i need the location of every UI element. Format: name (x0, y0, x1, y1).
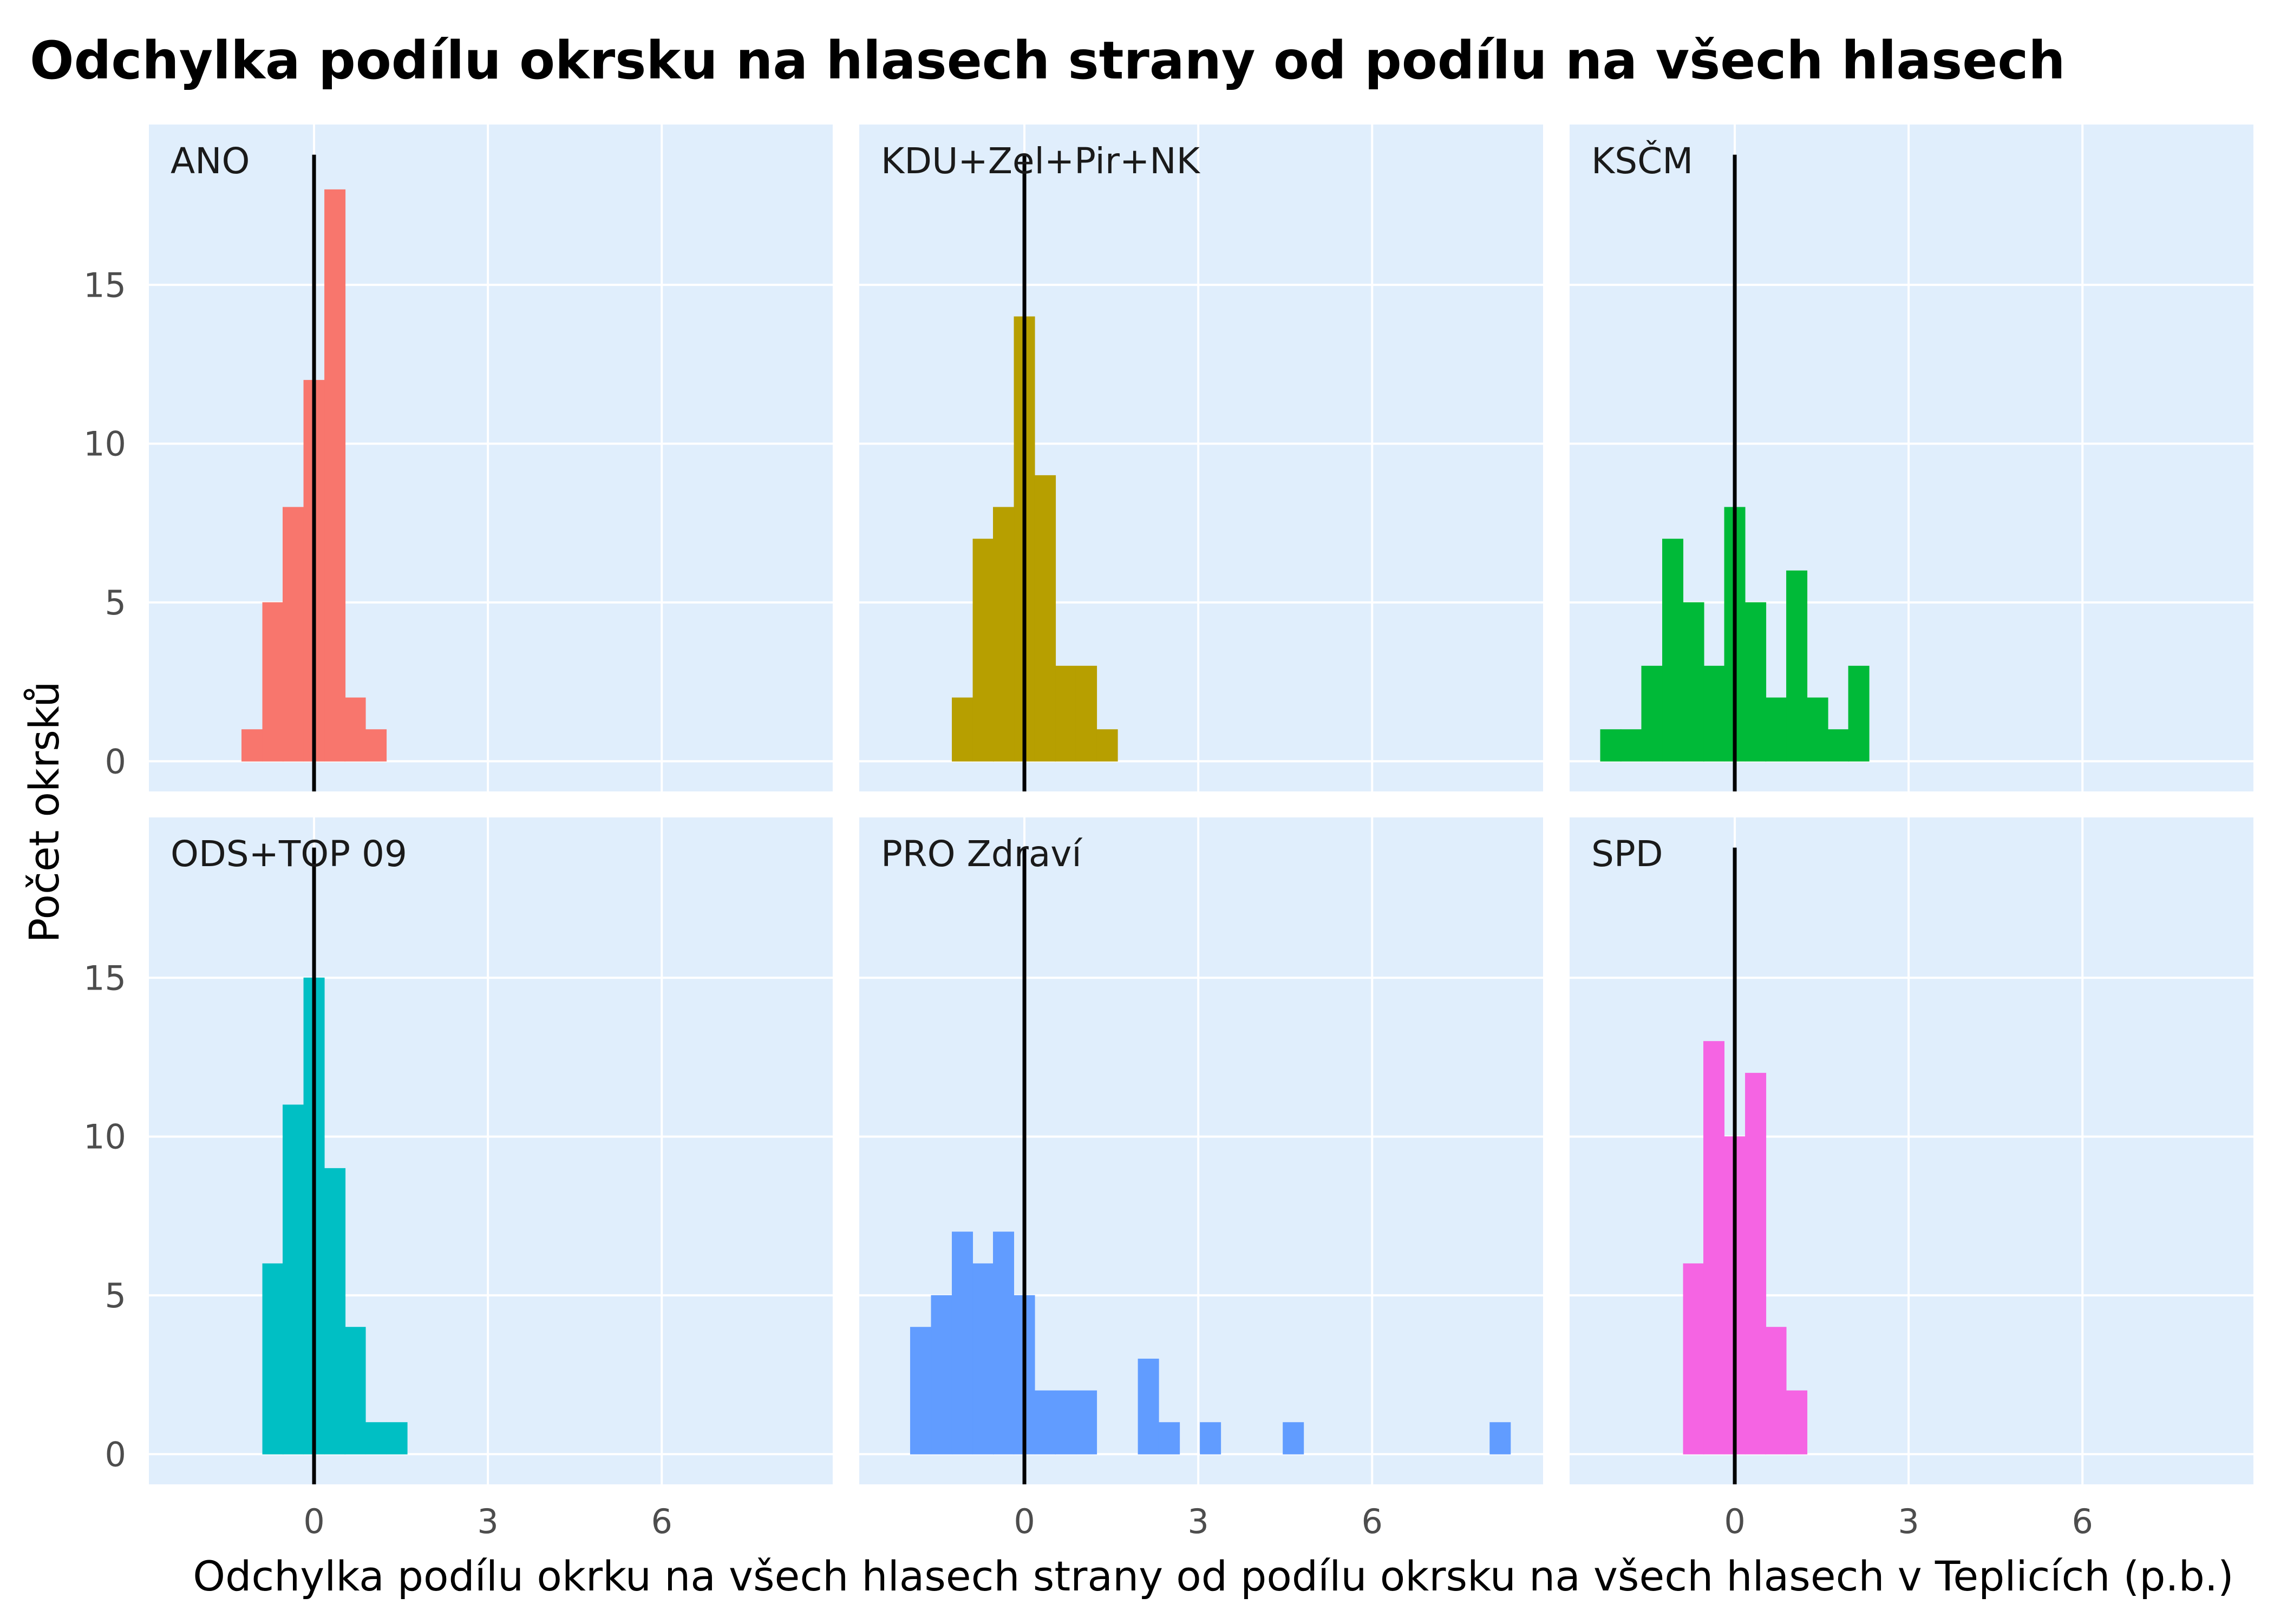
histogram-bar (324, 1168, 346, 1455)
histogram-bar (931, 1295, 952, 1455)
histogram-bar (1683, 602, 1704, 762)
facet-label: SPD (1591, 833, 1663, 875)
histogram-bar (1620, 729, 1642, 762)
histogram-bar (1076, 665, 1097, 762)
x-tick-label: 6 (2072, 1502, 2093, 1541)
panel-background (149, 817, 833, 1484)
histogram-bar (1641, 665, 1663, 762)
panel-background (1570, 817, 2253, 1484)
histogram-bar (993, 507, 1015, 762)
y-tick-label: 5 (105, 1276, 126, 1315)
histogram-bar (1765, 697, 1787, 762)
x-axis-ticks: 0 3 6 0 3 6 0 3 6 (303, 1502, 2093, 1541)
facet-panel-pro-zdrav: PRO Zdraví (859, 817, 1543, 1484)
facet-panel-spd: SPD (1570, 817, 2253, 1484)
histogram-bar (1200, 1422, 1221, 1455)
histogram-bar (1055, 665, 1076, 762)
x-tick-label: 0 (1724, 1502, 1745, 1541)
histogram-bar (241, 729, 263, 762)
histogram-bar (1159, 1422, 1180, 1455)
y-tick-label: 0 (105, 742, 126, 781)
facet-panel-ods-top-09: ODS+TOP 09 (149, 817, 833, 1484)
facet-label: KSČM (1591, 140, 1693, 182)
histogram-bar (283, 507, 304, 762)
histogram-bar (1600, 729, 1622, 762)
y-tick-label: 15 (83, 265, 126, 305)
histogram-bar (344, 697, 366, 762)
histogram-bar (1786, 570, 1808, 762)
y-tick-label: 15 (83, 958, 126, 998)
y-tick-label: 5 (105, 583, 126, 623)
histogram-bar (1662, 539, 1684, 762)
histogram-bar (1283, 1422, 1304, 1455)
x-tick-label: 0 (1014, 1502, 1035, 1541)
y-tick-label: 0 (105, 1435, 126, 1474)
facet-panel-ks-m: KSČM (1570, 125, 2253, 791)
x-tick-label: 3 (1187, 1502, 1208, 1541)
x-tick-label: 6 (651, 1502, 672, 1541)
histogram-bar (324, 189, 346, 762)
histogram-bar (952, 1232, 973, 1455)
facet-label: ODS+TOP 09 (171, 833, 407, 875)
histogram-bar (972, 539, 994, 762)
y-axis-title: Počet okrsků (20, 681, 68, 942)
histogram-bar (1848, 665, 1870, 762)
histogram-bar (910, 1327, 931, 1455)
histogram-bar (386, 1422, 408, 1455)
histogram-bar (1055, 1390, 1076, 1455)
histogram-bar (262, 1263, 284, 1455)
histogram-bar (993, 1232, 1015, 1455)
y-tick-label: 10 (83, 424, 126, 464)
panel-background (859, 125, 1543, 791)
histogram-bar (1076, 1390, 1097, 1455)
histogram-bar (1138, 1358, 1159, 1455)
histogram-bar (1035, 475, 1056, 762)
chart-title: Odchylka podílu okrsku na hlasech strany… (30, 30, 2066, 91)
histogram-bar (283, 1104, 304, 1455)
histogram-bar (952, 697, 973, 762)
histogram-bar (262, 602, 284, 762)
histogram-bar (1765, 1327, 1787, 1455)
facet-panel-kdu-zel-pir-nk: KDU+Zel+Pir+NK (859, 125, 1543, 791)
histogram-bar (1703, 665, 1725, 762)
histogram-bar (1489, 1422, 1511, 1455)
histogram-bar (365, 729, 387, 762)
histogram-bar (1683, 1263, 1704, 1455)
histogram-bar (972, 1263, 994, 1455)
histogram-bar (344, 1327, 366, 1455)
histogram-bar (1035, 1390, 1056, 1455)
histogram-bar (1828, 729, 1850, 762)
histogram-bar (365, 1422, 387, 1455)
x-tick-label: 3 (477, 1502, 498, 1541)
histogram-bar (1745, 602, 1767, 762)
facet-panel-ano: ANO (149, 125, 833, 791)
histogram-bar (1703, 1041, 1725, 1455)
x-tick-label: 0 (303, 1502, 324, 1541)
facet-label: ANO (171, 140, 250, 182)
histogram-bar (1096, 729, 1118, 762)
panel-background (149, 125, 833, 791)
facet-label: KDU+Zel+Pir+NK (881, 140, 1201, 182)
facet-label: PRO Zdraví (881, 833, 1083, 875)
y-axis-ticks: 0 5 10 15 0 5 10 15 (83, 265, 126, 1474)
x-tick-label: 6 (1362, 1502, 1383, 1541)
histogram-bar (1786, 1390, 1808, 1455)
histogram-bar (1807, 697, 1828, 762)
y-tick-label: 10 (83, 1117, 126, 1157)
x-tick-label: 3 (1898, 1502, 1919, 1541)
histogram-bar (1745, 1072, 1767, 1455)
facet-panels: ANO KDU+Zel+Pir+NK KSČM ODS+TOP 09 PRO Zdrav… (149, 125, 2253, 1484)
x-axis-title: Odchylka podílu okrku na všech hlasech s… (193, 1552, 2233, 1600)
